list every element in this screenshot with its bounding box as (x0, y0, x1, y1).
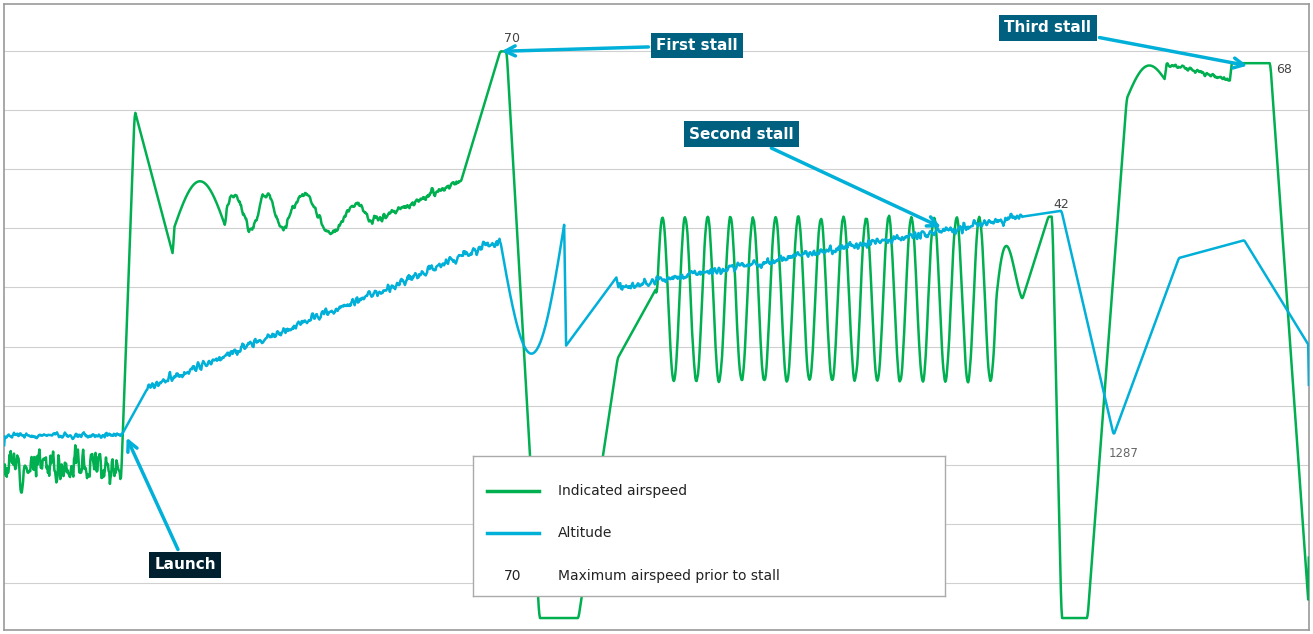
Text: 1287: 1287 (1108, 447, 1138, 460)
Text: Second stall: Second stall (689, 127, 937, 226)
Text: 42: 42 (1053, 198, 1069, 210)
Text: Altitude: Altitude (558, 526, 612, 540)
Text: First stall: First stall (506, 38, 738, 56)
Text: 70: 70 (504, 32, 520, 46)
Text: Indicated airspeed: Indicated airspeed (558, 484, 687, 498)
Text: Third stall: Third stall (1004, 20, 1243, 68)
Text: 70: 70 (504, 569, 521, 583)
Text: Maximum airspeed prior to stall: Maximum airspeed prior to stall (558, 569, 780, 583)
Text: 68: 68 (1276, 63, 1292, 75)
Text: Launch: Launch (127, 441, 215, 573)
